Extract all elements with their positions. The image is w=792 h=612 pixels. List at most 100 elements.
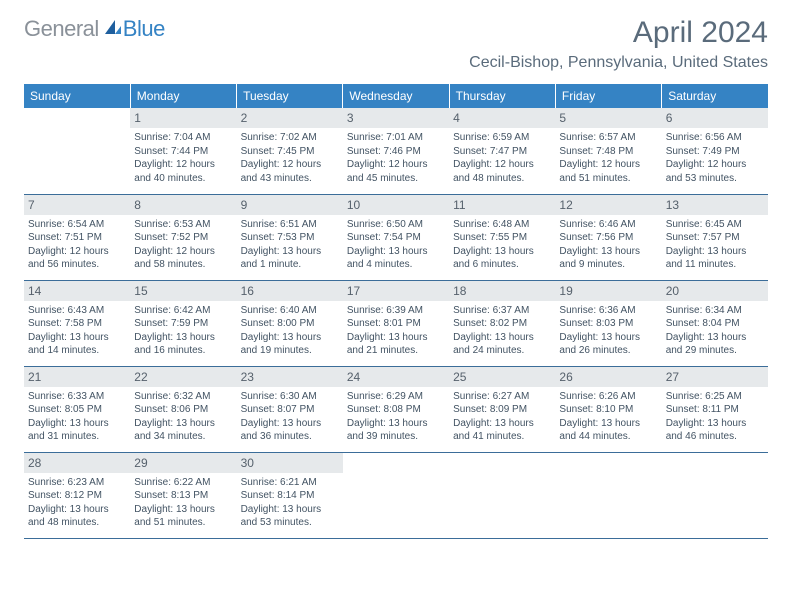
sunrise-text: Sunrise: 6:30 AM xyxy=(241,390,339,404)
calendar-day-cell: 20 Sunrise: 6:34 AMSunset: 8:04 PMDayligh… xyxy=(662,280,768,366)
day-number: 20 xyxy=(662,281,768,301)
sunrise-text: Sunrise: 7:02 AM xyxy=(241,131,339,145)
day-content: Sunrise: 6:40 AMSunset: 8:00 PMDaylight:… xyxy=(241,304,339,358)
sunrise-text: Sunrise: 6:53 AM xyxy=(134,218,232,232)
day-number: 12 xyxy=(555,195,661,215)
sunrise-text: Sunrise: 6:21 AM xyxy=(241,476,339,490)
calendar-week-row: 7Sunrise: 6:54 AMSunset: 7:51 PMDaylight… xyxy=(24,194,768,280)
day-content: Sunrise: 6:22 AMSunset: 8:13 PMDaylight:… xyxy=(134,476,232,530)
day-number: 10 xyxy=(343,195,449,215)
calendar-day-cell: 22Sunrise: 6:32 AMSunset: 8:06 PMDayligh… xyxy=(130,366,236,452)
daylight-text: Daylight: 13 hours and 16 minutes. xyxy=(134,331,232,358)
calendar-day-cell: 27Sunrise: 6:25 AMSunset: 8:11 PMDayligh… xyxy=(662,366,768,452)
sunrise-text: Sunrise: 6:50 AM xyxy=(347,218,445,232)
sunset-text: Sunset: 8:07 PM xyxy=(241,403,339,417)
sunrise-text: Sunrise: 6:54 AM xyxy=(28,218,126,232)
weekday-header-row: SundayMondayTuesdayWednesdayThursdayFrid… xyxy=(24,84,768,108)
day-number: 15 xyxy=(130,281,236,301)
calendar-day-cell: 29Sunrise: 6:22 AMSunset: 8:13 PMDayligh… xyxy=(130,452,236,538)
sunset-text: Sunset: 8:14 PM xyxy=(241,489,339,503)
day-content: Sunrise: 6:57 AMSunset: 7:48 PMDaylight:… xyxy=(559,131,657,185)
calendar-day-cell xyxy=(24,108,130,194)
day-content: Sunrise: 6:43 AMSunset: 7:58 PMDaylight:… xyxy=(28,304,126,358)
day-number: 4 xyxy=(449,108,555,128)
sunset-text: Sunset: 7:53 PM xyxy=(241,231,339,245)
calendar-day-cell: 26 Sunrise: 6:26 AMSunset: 8:10 PMDayligh… xyxy=(555,366,661,452)
sunset-text: Sunset: 7:48 PM xyxy=(559,145,657,159)
sunset-text: Sunset: 8:09 PM xyxy=(453,403,551,417)
logo-text-blue: Blue xyxy=(123,16,165,42)
weekday-header: Thursday xyxy=(449,84,555,108)
day-number: 14 xyxy=(24,281,130,301)
sunset-text: Sunset: 8:06 PM xyxy=(134,403,232,417)
day-number: 25 xyxy=(449,367,555,387)
calendar-day-cell: 7Sunrise: 6:54 AMSunset: 7:51 PMDaylight… xyxy=(24,194,130,280)
weekday-header: Monday xyxy=(130,84,236,108)
weekday-header: Wednesday xyxy=(343,84,449,108)
day-content: Sunrise: 6:51 AMSunset: 7:53 PMDaylight:… xyxy=(241,218,339,272)
day-number: 3 xyxy=(343,108,449,128)
daylight-text: Daylight: 13 hours and 36 minutes. xyxy=(241,417,339,444)
day-content: Sunrise: 6:42 AMSunset: 7:59 PMDaylight:… xyxy=(134,304,232,358)
sunrise-text: Sunrise: 6:45 AM xyxy=(666,218,764,232)
title-location: Cecil-Bishop, Pennsylvania, United State… xyxy=(469,54,768,72)
day-content: Sunrise: 7:01 AMSunset: 7:46 PMDaylight:… xyxy=(347,131,445,185)
calendar-day-cell xyxy=(555,452,661,538)
day-content: Sunrise: 6:53 AMSunset: 7:52 PMDaylight:… xyxy=(134,218,232,272)
calendar-week-row: 14 Sunrise: 6:43 AMSunset: 7:58 PMDayligh… xyxy=(24,280,768,366)
day-content: Sunrise: 6:56 AMSunset: 7:49 PMDaylight:… xyxy=(666,131,764,185)
sunset-text: Sunset: 8:08 PM xyxy=(347,403,445,417)
calendar-day-cell: 4Sunrise: 6:59 AMSunset: 7:47 PMDaylight… xyxy=(449,108,555,194)
daylight-text: Daylight: 13 hours and 51 minutes. xyxy=(134,503,232,530)
sunset-text: Sunset: 8:13 PM xyxy=(134,489,232,503)
day-content: Sunrise: 6:21 AMSunset: 8:14 PMDaylight:… xyxy=(241,476,339,530)
sunrise-text: Sunrise: 6:23 AM xyxy=(28,476,126,490)
calendar-day-cell: 2 Sunrise: 7:02 AMSunset: 7:45 PMDaylight… xyxy=(237,108,343,194)
sunrise-text: Sunrise: 6:59 AM xyxy=(453,131,551,145)
calendar-day-cell xyxy=(449,452,555,538)
sunrise-text: Sunrise: 6:43 AM xyxy=(28,304,126,318)
daylight-text: Daylight: 13 hours and 9 minutes. xyxy=(559,245,657,272)
day-content: Sunrise: 6:26 AMSunset: 8:10 PMDaylight:… xyxy=(559,390,657,444)
calendar-table: SundayMondayTuesdayWednesdayThursdayFrid… xyxy=(24,84,768,539)
daylight-text: Daylight: 13 hours and 21 minutes. xyxy=(347,331,445,358)
daylight-text: Daylight: 12 hours and 45 minutes. xyxy=(347,158,445,185)
sunrise-text: Sunrise: 6:34 AM xyxy=(666,304,764,318)
sunrise-text: Sunrise: 6:29 AM xyxy=(347,390,445,404)
daylight-text: Daylight: 13 hours and 26 minutes. xyxy=(559,331,657,358)
daylight-text: Daylight: 12 hours and 56 minutes. xyxy=(28,245,126,272)
daylight-text: Daylight: 12 hours and 53 minutes. xyxy=(666,158,764,185)
daylight-text: Daylight: 13 hours and 46 minutes. xyxy=(666,417,764,444)
title-block: April 2024 Cecil-Bishop, Pennsylvania, U… xyxy=(469,16,768,72)
day-content: Sunrise: 6:36 AMSunset: 8:03 PMDaylight:… xyxy=(559,304,657,358)
calendar-day-cell: 19Sunrise: 6:36 AMSunset: 8:03 PMDayligh… xyxy=(555,280,661,366)
day-number: 2 xyxy=(237,108,343,128)
day-content: Sunrise: 7:02 AMSunset: 7:45 PMDaylight:… xyxy=(241,131,339,185)
day-content: Sunrise: 6:48 AMSunset: 7:55 PMDaylight:… xyxy=(453,218,551,272)
day-number: 18 xyxy=(449,281,555,301)
day-content: Sunrise: 6:23 AMSunset: 8:12 PMDaylight:… xyxy=(28,476,126,530)
daylight-text: Daylight: 13 hours and 31 minutes. xyxy=(28,417,126,444)
calendar-day-cell: 30Sunrise: 6:21 AMSunset: 8:14 PMDayligh… xyxy=(237,452,343,538)
sunset-text: Sunset: 7:57 PM xyxy=(666,231,764,245)
sunrise-text: Sunrise: 6:37 AM xyxy=(453,304,551,318)
calendar: SundayMondayTuesdayWednesdayThursdayFrid… xyxy=(0,76,792,539)
day-number: 26 xyxy=(555,367,661,387)
day-number: 16 xyxy=(237,281,343,301)
day-content: Sunrise: 7:04 AMSunset: 7:44 PMDaylight:… xyxy=(134,131,232,185)
sunrise-text: Sunrise: 7:01 AM xyxy=(347,131,445,145)
day-content: Sunrise: 6:32 AMSunset: 8:06 PMDaylight:… xyxy=(134,390,232,444)
calendar-day-cell: 6Sunrise: 6:56 AMSunset: 7:49 PMDaylight… xyxy=(662,108,768,194)
day-content: Sunrise: 6:45 AMSunset: 7:57 PMDaylight:… xyxy=(666,218,764,272)
daylight-text: Daylight: 12 hours and 40 minutes. xyxy=(134,158,232,185)
sunrise-text: Sunrise: 6:56 AM xyxy=(666,131,764,145)
header: GeneralBlue April 2024 Cecil-Bishop, Pen… xyxy=(0,0,792,76)
calendar-day-cell: 21Sunrise: 6:33 AMSunset: 8:05 PMDayligh… xyxy=(24,366,130,452)
calendar-week-row: 21Sunrise: 6:33 AMSunset: 8:05 PMDayligh… xyxy=(24,366,768,452)
day-content: Sunrise: 6:34 AMSunset: 8:04 PMDaylight:… xyxy=(666,304,764,358)
calendar-day-cell: 1Sunrise: 7:04 AMSunset: 7:44 PMDaylight… xyxy=(130,108,236,194)
daylight-text: Daylight: 12 hours and 48 minutes. xyxy=(453,158,551,185)
sunset-text: Sunset: 7:59 PM xyxy=(134,317,232,331)
sunset-text: Sunset: 8:01 PM xyxy=(347,317,445,331)
title-month: April 2024 xyxy=(469,16,768,50)
